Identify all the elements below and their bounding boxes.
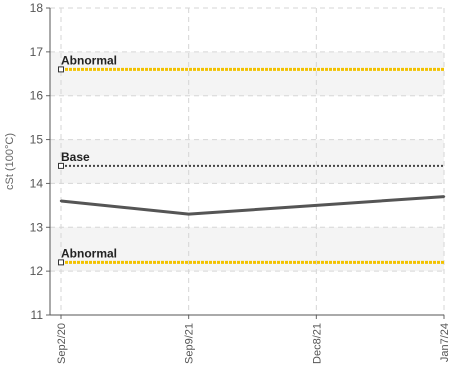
reference-label-0: Abnormal [61,53,117,67]
data-point-0-0 [59,199,63,203]
y-tick-label: 14 [30,176,44,190]
reference-marker-0 [58,66,64,73]
band-0 [50,51,444,96]
y-tick-label: 11 [31,308,44,322]
reference-line-layer [58,66,444,266]
reference-label-1: Base [61,150,90,164]
y-tick-label: 13 [30,220,44,234]
x-tick-label: Jan7/24 [439,323,449,362]
y-tick-label: 12 [30,264,44,278]
axis-layer [46,7,445,319]
reference-label-2: Abnormal [61,246,117,260]
series-line-0 [60,195,445,216]
label-layer: 11 12 13 14 15 16 17 18 Sep2/20 Sep9/21 Dec8/21 Jan… [4,1,449,364]
y-tick-label: 15 [30,133,44,147]
series-layer [59,195,446,216]
reference-marker-1 [58,162,64,169]
band-layer [50,51,444,272]
band-1 [50,139,444,184]
y-tick-label: 16 [30,89,44,103]
y-tick-label: 17 [30,45,44,59]
x-tick-label: Sep9/21 [184,323,196,364]
y-axis-label: cSt (100°C) [4,133,16,190]
data-point-0-1 [187,212,190,216]
data-point-0-2 [315,204,318,207]
x-tick-label: Sep2/20 [56,323,68,364]
x-tick-label: Dec8/21 [311,323,323,364]
y-tick-label: 18 [30,1,44,15]
data-point-0-3 [442,195,446,198]
reference-marker-2 [58,259,64,266]
